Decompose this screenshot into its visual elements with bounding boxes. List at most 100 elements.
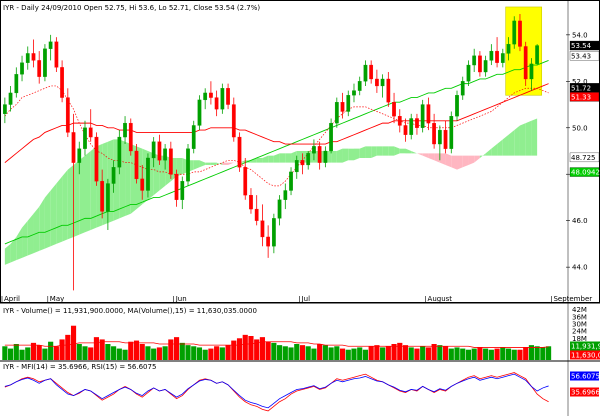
volume-tick-label: 24M — [572, 328, 587, 336]
volume-bar — [357, 347, 363, 360]
volume-bar — [425, 347, 431, 360]
candle-body — [140, 178, 145, 191]
volume-bar — [420, 346, 426, 360]
candle-body — [312, 146, 316, 154]
cloud-segment — [451, 155, 458, 170]
candle-body — [191, 125, 196, 149]
cloud-segment — [485, 148, 492, 156]
volume-bar — [128, 341, 134, 360]
y-tick-label: 54.0 — [572, 31, 588, 39]
volume-bar — [351, 348, 357, 360]
cloud-segment — [411, 151, 417, 154]
cloud-segment — [268, 155, 274, 163]
volume-bar — [397, 342, 403, 360]
cloud-segment — [508, 130, 515, 156]
candle-body — [260, 220, 265, 238]
candle-body — [294, 160, 299, 173]
cloud-segment — [336, 148, 343, 163]
cloud-segment — [405, 148, 412, 154]
volume-bar — [391, 344, 397, 360]
cloud-segment — [279, 153, 286, 163]
volume-bar — [540, 347, 546, 360]
x-tick-label: August — [428, 295, 453, 303]
volume-bar — [53, 346, 59, 360]
volume-bar — [70, 325, 77, 360]
candle-body — [243, 167, 248, 196]
cloud-segment — [497, 139, 503, 156]
volume-bar — [402, 345, 409, 360]
cloud-segment — [331, 151, 337, 163]
volume-bar — [219, 347, 225, 360]
cloud-segment — [16, 227, 23, 261]
volume-bar — [265, 341, 271, 360]
volume-bar — [259, 337, 265, 360]
cloud-segment — [228, 162, 234, 165]
candle-body — [60, 67, 64, 98]
volume-bar — [408, 347, 414, 360]
cloud-segment — [399, 148, 406, 154]
volume-bar — [173, 337, 180, 360]
volume-bar — [30, 342, 37, 360]
candle-body — [432, 122, 436, 145]
candle-body — [71, 132, 76, 163]
candle-body — [369, 64, 374, 80]
volume-bar — [202, 349, 208, 360]
candle-body — [117, 136, 122, 168]
volume-value-badge — [570, 341, 600, 351]
candle-body — [466, 64, 471, 82]
candle-body — [180, 181, 185, 200]
volume-bar — [380, 347, 386, 360]
candle-body — [455, 95, 459, 117]
candle-body — [512, 20, 517, 45]
volume-bar — [2, 346, 8, 360]
price-value-badge — [569, 152, 600, 163]
candle-body — [409, 118, 414, 135]
candle-body — [174, 174, 179, 200]
cloud-segment — [371, 146, 377, 158]
volume-bar — [8, 348, 14, 360]
indicator-value-label: 56.6075 — [571, 373, 600, 381]
candle-body — [472, 55, 477, 66]
price-value-badge — [569, 92, 600, 102]
candle-body — [535, 45, 540, 65]
volume-bar — [122, 349, 128, 360]
volume-bar — [311, 348, 317, 360]
volume-bar — [488, 349, 494, 360]
candle-body — [334, 102, 339, 124]
price-value-label: 51.72 — [571, 84, 591, 92]
volume-bar — [236, 338, 243, 360]
cloud-segment — [348, 148, 354, 161]
cloud-segment — [273, 153, 280, 163]
cloud-segment — [84, 151, 91, 233]
candle-body — [323, 150, 328, 163]
candle-body — [386, 78, 391, 103]
candle-body — [163, 148, 167, 161]
cloud-segment — [44, 190, 51, 249]
cloud-segment — [388, 146, 395, 156]
candle-body — [128, 122, 133, 152]
cloud-segment — [262, 155, 269, 163]
cloud-segment — [342, 148, 349, 163]
volume-bar — [271, 342, 277, 360]
cloud-segment — [468, 155, 475, 165]
cloud-segment — [376, 146, 383, 156]
ma-mid-line — [4, 83, 549, 163]
candle-body — [151, 141, 156, 159]
cloud-segment — [474, 155, 480, 163]
candle-body — [100, 181, 105, 212]
candle-body — [20, 62, 24, 75]
candle-body — [65, 97, 70, 133]
cloud-segment — [359, 146, 366, 158]
volume-bar — [534, 346, 540, 360]
volume-bar — [76, 344, 82, 360]
candle-body — [437, 129, 442, 145]
candle-body — [249, 194, 253, 210]
candle-body — [426, 104, 431, 124]
cloud-segment — [193, 160, 200, 170]
candle-body — [483, 60, 488, 73]
rsi-line — [4, 373, 549, 409]
cloud-segment — [502, 134, 509, 156]
volume-bar — [517, 349, 523, 360]
volume-bar — [460, 348, 466, 360]
cloud-segment — [27, 213, 34, 256]
